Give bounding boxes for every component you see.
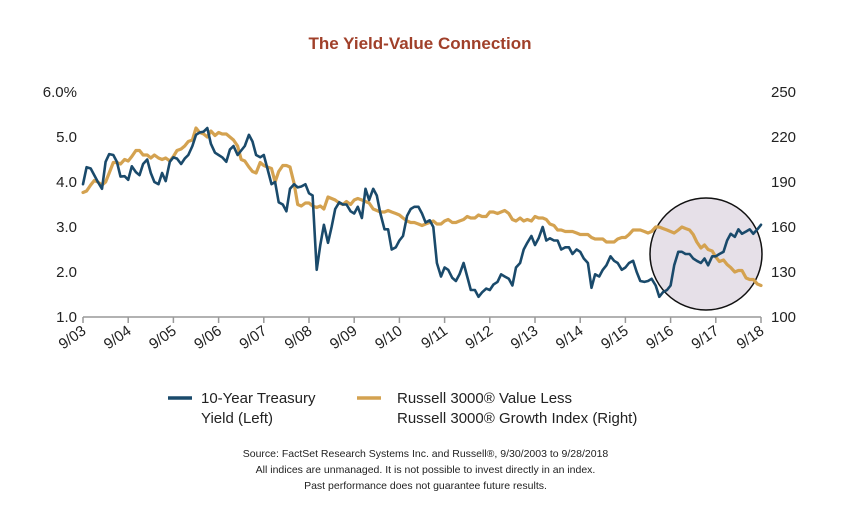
series-layer [81,126,763,299]
x-tick-label: 9/16 [643,322,677,353]
legend-treasury-line1: 10-Year Treasury [201,390,316,407]
legend-treasury-line2: Yield (Left) [201,410,273,427]
x-tick-label: 9/10 [372,322,406,353]
x-tick-label: 9/13 [508,322,542,353]
y-right-tick-label: 130 [771,264,796,281]
footer-disclaimer: All indices are unmanaged. It is not pos… [255,464,596,476]
x-tick-label: 9/15 [598,322,632,353]
y-left-tick-label: 2.0 [56,264,77,281]
legend-spread-line1: Russell 3000® Value Less [397,390,572,407]
x-tick-label: 9/04 [101,322,135,353]
chart-title: The Yield-Value Connection [309,34,532,53]
x-tick-label: 9/18 [734,322,768,353]
x-tick-label: 9/07 [236,322,270,353]
legend-spread-line2: Russell 3000® Growth Index (Right) [397,410,637,427]
footer-source: Source: FactSet Research Systems Inc. an… [242,448,609,460]
y-left-tick-label: 5.0 [56,129,77,146]
y-right-tick-label: 250 [771,84,796,101]
series-line-value-less-growth [81,126,763,288]
x-tick-label: 9/08 [282,322,316,353]
highlight-circle [649,197,763,311]
y-right-tick-label: 190 [771,174,796,191]
y-right-tick-label: 100 [771,309,796,326]
x-tick-label: 9/03 [56,322,90,353]
series-line-treasury-yield [81,126,763,299]
legend: 10-Year Treasury Yield (Left) Russell 30… [168,390,637,427]
x-tick-label: 9/05 [146,322,180,353]
y-left-tick-label: 1.0 [56,309,77,326]
axes-layer [82,316,762,323]
x-tick-label: 9/14 [553,322,587,353]
highlight-layer [649,197,763,311]
footer-past-performance: Past performance does not guarantee futu… [304,480,547,492]
y-right-tick-label: 220 [771,129,796,146]
x-tick-label: 9/09 [327,322,361,353]
y-left-tick-label: 6.0% [43,84,77,101]
y-left-tick-label: 4.0 [56,174,77,191]
y-left-tick-label: 3.0 [56,219,77,236]
y-right-tick-label: 160 [771,219,796,236]
x-tick-label: 9/06 [191,322,225,353]
x-tick-label: 9/11 [418,322,451,352]
x-tick-label: 9/12 [462,322,496,353]
x-tick-label: 9/17 [688,322,722,353]
